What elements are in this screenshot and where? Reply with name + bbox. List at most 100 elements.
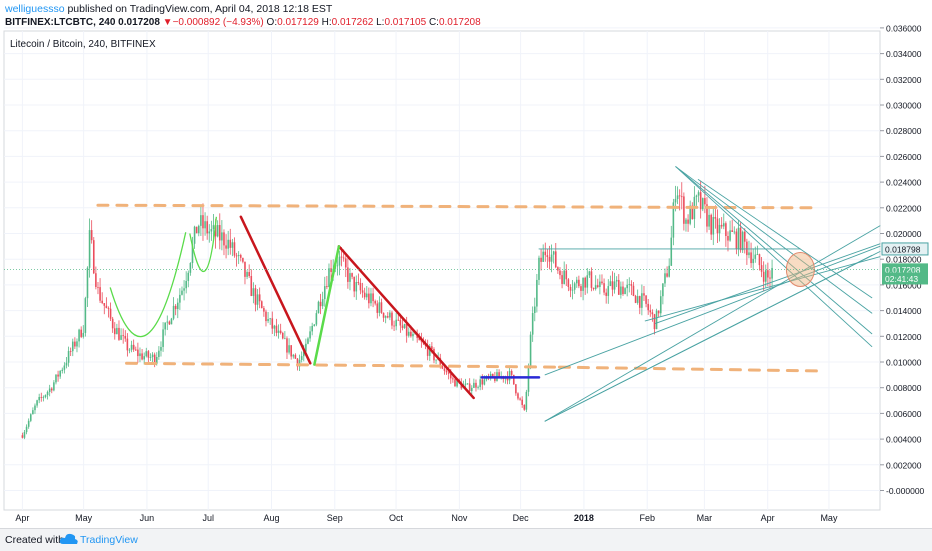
candle-body xyxy=(586,275,589,288)
candle-body xyxy=(512,374,515,385)
fan-line xyxy=(675,166,873,335)
candle-body xyxy=(479,379,481,387)
down-arrow-icon: ▼ xyxy=(162,17,173,28)
candle-body xyxy=(670,237,673,266)
candle-body xyxy=(237,255,240,257)
x-tick-label: Apr xyxy=(15,513,29,523)
candle-body xyxy=(544,251,547,256)
candle-body xyxy=(124,336,127,339)
candle-body xyxy=(725,223,727,236)
candle-body xyxy=(393,325,395,327)
candle-body xyxy=(113,328,116,335)
candle-body xyxy=(25,426,28,433)
candle-body xyxy=(737,227,740,249)
candle-body xyxy=(561,275,563,284)
candle-body xyxy=(376,303,379,313)
price-label-box xyxy=(882,263,928,276)
candle-body xyxy=(519,398,521,400)
candle-body xyxy=(678,195,681,197)
candle-body xyxy=(258,294,261,302)
candle-body xyxy=(468,383,471,392)
candle-body xyxy=(662,283,664,297)
candle-body xyxy=(88,230,91,268)
created-with: Created with xyxy=(5,534,64,546)
candle-body xyxy=(599,281,601,287)
candle-body xyxy=(164,322,166,330)
candle-body xyxy=(189,263,192,273)
candle-body xyxy=(351,273,353,277)
author-link[interactable]: welliguessso xyxy=(5,3,65,15)
candle-body xyxy=(42,396,45,398)
candle-body xyxy=(664,273,666,284)
candle-body xyxy=(389,312,391,318)
candle-body xyxy=(279,330,282,334)
candle-body xyxy=(624,288,626,295)
candle-body xyxy=(452,378,454,380)
y-tick-label: 0.008000 xyxy=(886,383,922,393)
candle-body xyxy=(498,372,500,378)
candle-body xyxy=(517,393,519,399)
candle-body xyxy=(651,312,654,315)
candle-body xyxy=(536,279,538,307)
candle-body xyxy=(412,333,414,337)
candle-body xyxy=(380,302,383,313)
published-text: published on TradingView.com, April 04, … xyxy=(67,3,333,15)
candle-body xyxy=(265,311,267,322)
candle-body xyxy=(76,341,78,347)
candle-body xyxy=(647,303,649,311)
candle-body xyxy=(212,225,215,230)
symbol-name: BITFINEX:LTCBTC, 240 xyxy=(5,17,116,28)
candle-body xyxy=(143,356,145,360)
candle-body xyxy=(571,289,574,291)
candle-body xyxy=(206,221,208,234)
candle-body xyxy=(32,410,34,415)
candle-body xyxy=(183,288,185,291)
candle-body xyxy=(731,230,733,232)
downtrend-line-1 xyxy=(239,215,312,365)
candle-body xyxy=(214,225,217,237)
candle-body xyxy=(271,318,274,329)
x-tick-label: Sep xyxy=(327,513,343,523)
candle-body xyxy=(61,369,64,371)
candle-body xyxy=(521,399,523,405)
candle-body xyxy=(447,372,450,374)
candle-body xyxy=(630,284,633,286)
tradingview-brand[interactable]: TradingView xyxy=(80,534,138,546)
candle-body xyxy=(712,217,715,235)
candle-body xyxy=(575,279,578,284)
candle-body xyxy=(139,353,141,357)
candle-body xyxy=(305,343,307,352)
plot-area xyxy=(3,30,881,511)
candle-body xyxy=(489,374,492,378)
price-chart[interactable]: Litecoin / Bitcoin, 240, BITFINEX 0.0360… xyxy=(0,0,932,528)
candle-body xyxy=(523,404,526,410)
candle-body xyxy=(284,338,286,340)
candle-body xyxy=(464,383,467,385)
candle-body xyxy=(649,310,652,313)
candle-body xyxy=(449,373,452,379)
candle-body xyxy=(565,270,568,280)
candle-body xyxy=(426,345,429,356)
candle-body xyxy=(750,252,752,264)
candle-body xyxy=(580,286,582,291)
candle-body xyxy=(298,359,301,367)
price-axis[interactable]: 0.036000 0.034000 0.032000 0.030000 0.028000… xyxy=(880,23,925,496)
candle-body xyxy=(699,192,702,210)
candle-body xyxy=(155,357,158,364)
candle-body xyxy=(141,353,143,360)
candle-body xyxy=(27,420,30,427)
y-tick-label: 0.002000 xyxy=(886,460,922,470)
candles xyxy=(21,180,773,440)
y-tick-label: 0.018000 xyxy=(886,255,922,265)
candle-body xyxy=(252,288,255,296)
candle-body xyxy=(309,331,311,339)
candle-body xyxy=(187,272,190,281)
candle-body xyxy=(680,196,683,198)
candle-body xyxy=(601,281,603,284)
x-tick-label: Dec xyxy=(513,513,530,523)
candle-body xyxy=(86,267,89,299)
candle-body xyxy=(302,351,305,357)
candle-body xyxy=(397,319,400,321)
candle-body xyxy=(368,293,370,304)
time-axis[interactable]: Apr May Jun Jul Aug Sep Oct Nov Dec 2018 Feb Mar Apr… xyxy=(15,513,838,523)
